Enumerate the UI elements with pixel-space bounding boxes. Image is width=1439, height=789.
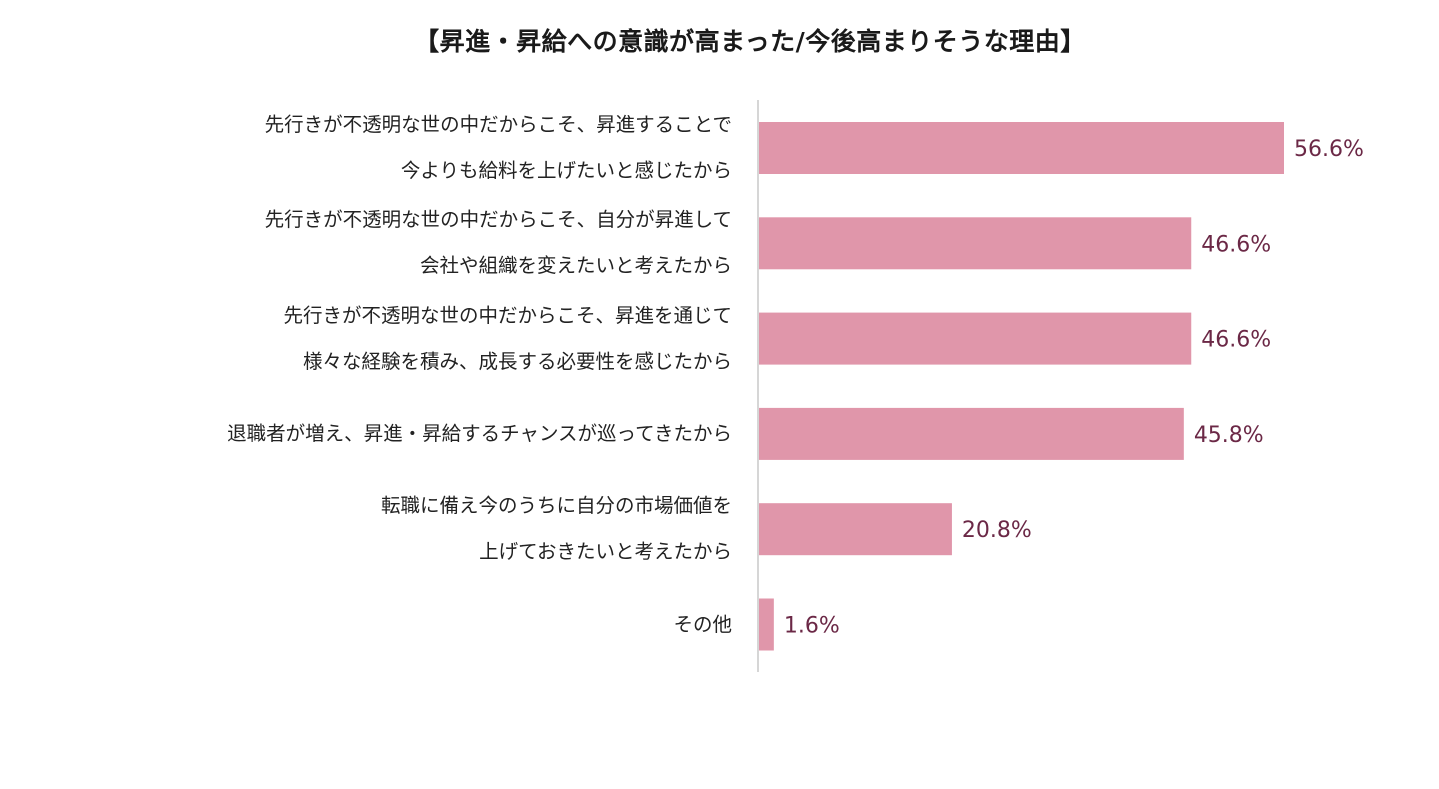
value-label-1: 46.6%: [1201, 232, 1271, 257]
bar-2: [759, 312, 1192, 365]
value-label-5: 1.6%: [784, 614, 840, 639]
value-label-2: 46.6%: [1201, 328, 1271, 353]
value-label-3: 45.8%: [1194, 423, 1264, 448]
bar-4: [759, 503, 952, 556]
category-label-4: 転職に備え今のうちに自分の市場価値を上げておきたいと考えたから: [381, 483, 732, 575]
category-label-line: 様々な経験を積み、成長する必要性を感じたから: [302, 349, 732, 373]
category-label-line: 退職者が増え、昇進・昇給するチャンスが巡ってきたから: [227, 421, 732, 445]
category-label-5: その他: [673, 602, 732, 648]
category-label-line: 先行きが不透明な世の中だからこそ、昇進することで: [264, 113, 732, 136]
chart-title: 【昇進・昇給への意識が高まった/今後高まりそうな理由】: [414, 27, 1086, 56]
category-label-line: 今よりも給料を上げたいと感じたから: [400, 159, 732, 182]
category-label-2: 先行きが不透明な世の中だからこそ、昇進を通じて様々な経験を積み、成長する必要性を…: [283, 293, 732, 385]
bar-5: [759, 598, 774, 651]
category-label-line: その他: [673, 612, 732, 636]
value-labels-group: 56.6% 46.6% 46.6% 45.8% 20.8% 1.6%: [784, 137, 1364, 639]
category-label-line: 会社や組織を変えたいと考えたから: [419, 254, 732, 278]
category-label-line: 先行きが不透明な世の中だからこそ、昇進を通じて: [283, 303, 732, 327]
category-label-0: 先行きが不透明な世の中だからこそ、昇進することで今よりも給料を上げたいと感じたか…: [265, 102, 732, 194]
category-label-3: 退職者が増え、昇進・昇給するチャンスが巡ってきたから: [227, 411, 732, 457]
category-label-line: 転職に備え今のうちに自分の市場価値を: [380, 494, 732, 518]
bar-1: [759, 217, 1192, 270]
bars-group: [759, 122, 1284, 651]
bar-0: [759, 122, 1284, 174]
value-label-0: 56.6%: [1294, 137, 1364, 162]
category-label-1: 先行きが不透明な世の中だからこそ、自分が昇進して会社や組織を変えたいと考えたから: [265, 197, 732, 289]
value-label-4: 20.8%: [962, 518, 1032, 543]
bar-3: [759, 407, 1184, 460]
category-label-line: 先行きが不透明な世の中だからこそ、自分が昇進して: [264, 208, 732, 232]
category-label-line: 上げておきたいと考えたから: [479, 540, 732, 564]
